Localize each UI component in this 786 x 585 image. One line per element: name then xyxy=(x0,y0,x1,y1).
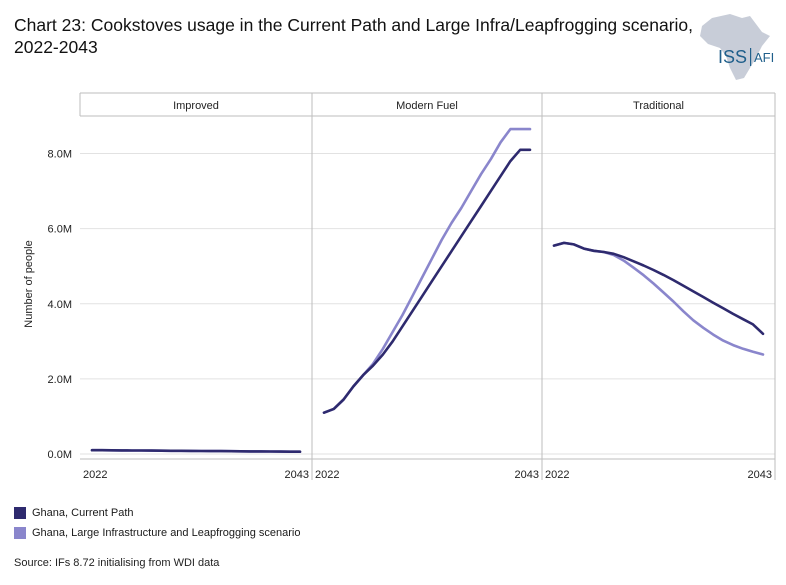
africa-map-icon xyxy=(700,14,770,80)
x-tick-label: 2043 xyxy=(748,469,772,481)
x-tick-label: 2022 xyxy=(83,469,107,481)
x-tick-label: 2043 xyxy=(515,469,539,481)
series-line-leapfrog-modern-fuel xyxy=(322,127,532,414)
y-axis-title: Number of people xyxy=(23,240,35,327)
series-line-current-path-modern-fuel xyxy=(322,148,532,414)
panel-header-improved: Improved xyxy=(173,100,219,112)
y-tick-label: 6.0M xyxy=(48,224,72,236)
chart-title: Chart 23: Cookstoves usage in the Curren… xyxy=(14,15,694,57)
legend-label-current-path: Ghana, Current Path xyxy=(32,507,134,519)
series-line-current-path-improved xyxy=(90,448,302,453)
logo-text-iss: ISS xyxy=(718,47,747,67)
series-line-current-path-traditional xyxy=(552,241,765,336)
y-tick-label: 2.0M xyxy=(48,374,72,386)
legend-swatch-leapfrog xyxy=(14,527,26,539)
x-tick-label: 2043 xyxy=(285,469,309,481)
legend-item-current-path: Ghana, Current Path xyxy=(14,503,300,523)
iss-afi-logo: ISS AFI xyxy=(700,14,774,80)
legend-label-leapfrog: Ghana, Large Infrastructure and Leapfrog… xyxy=(32,527,301,539)
panel-header-modern-fuel: Modern Fuel xyxy=(396,100,458,112)
y-tick-label: 4.0M xyxy=(48,299,72,311)
series-line-leapfrog-traditional xyxy=(552,241,765,356)
legend-item-leapfrog: Ghana, Large Infrastructure and Leapfrog… xyxy=(14,523,300,543)
legend: Ghana, Current Path Ghana, Large Infrast… xyxy=(14,503,300,543)
x-tick-label: 2022 xyxy=(315,469,339,481)
panel-header-traditional: Traditional xyxy=(633,100,684,112)
source-note: Source: IFs 8.72 initialising from WDI d… xyxy=(14,557,220,569)
legend-swatch-current-path xyxy=(14,507,26,519)
cookstoves-chart: Number of people 0.0M 2.0M 4.0M 6.0M 8.0M Imp… xyxy=(23,92,776,481)
logo-text-afi: AFI xyxy=(754,50,774,65)
y-tick-label: 8.0M xyxy=(48,149,72,161)
y-tick-label: 0.0M xyxy=(48,449,72,461)
logo-divider xyxy=(750,48,752,66)
x-tick-label: 2022 xyxy=(545,469,569,481)
